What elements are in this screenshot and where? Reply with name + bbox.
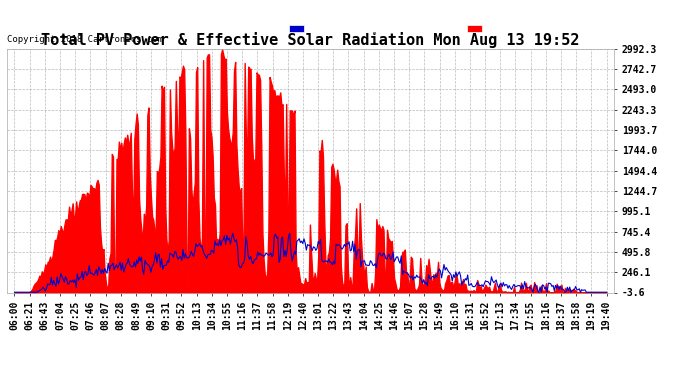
Title: Total PV Power & Effective Solar Radiation Mon Aug 13 19:52: Total PV Power & Effective Solar Radiati… bbox=[41, 32, 580, 48]
Legend: Radiation (Effective W/m2), PV Panels (DC Watts): Radiation (Effective W/m2), PV Panels (D… bbox=[288, 22, 609, 36]
Text: Copyright 2018 Cartronics.com: Copyright 2018 Cartronics.com bbox=[7, 35, 163, 44]
